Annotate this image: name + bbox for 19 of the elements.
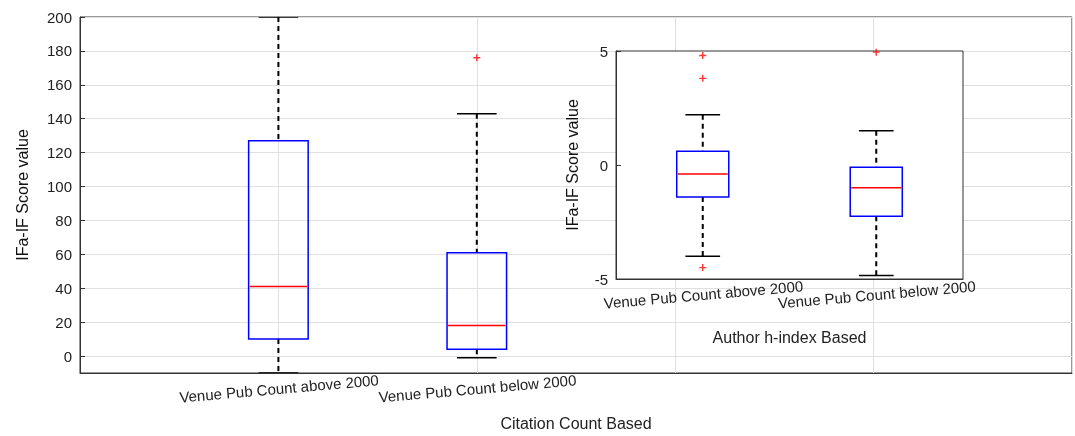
y-tick-label: 120	[46, 144, 72, 162]
y-tick-label: 0	[63, 347, 72, 365]
y-axis-title: IFa-IF Score value	[563, 99, 581, 231]
x-axis-title: Citation Count Based	[500, 414, 652, 432]
y-tick-label: 100	[46, 178, 72, 196]
y-tick-label: -5	[594, 270, 608, 288]
y-axis-title: IFa-IF Score value	[13, 129, 31, 261]
y-tick-label: 40	[55, 279, 72, 297]
x-tick-label: Venue Pub Count below 2000	[377, 371, 577, 406]
y-tick-label: 80	[55, 211, 72, 229]
y-tick-label: 200	[46, 8, 72, 26]
y-tick-label: 0	[599, 156, 608, 174]
y-tick-label: 20	[55, 313, 72, 331]
y-tick-label: 140	[46, 110, 72, 128]
y-tick-label: 180	[46, 42, 72, 60]
y-tick-label: 5	[599, 42, 608, 60]
y-tick-label: 160	[46, 76, 72, 94]
x-axis-title: Author h-index Based	[712, 328, 867, 346]
y-tick-label: 60	[55, 245, 72, 263]
